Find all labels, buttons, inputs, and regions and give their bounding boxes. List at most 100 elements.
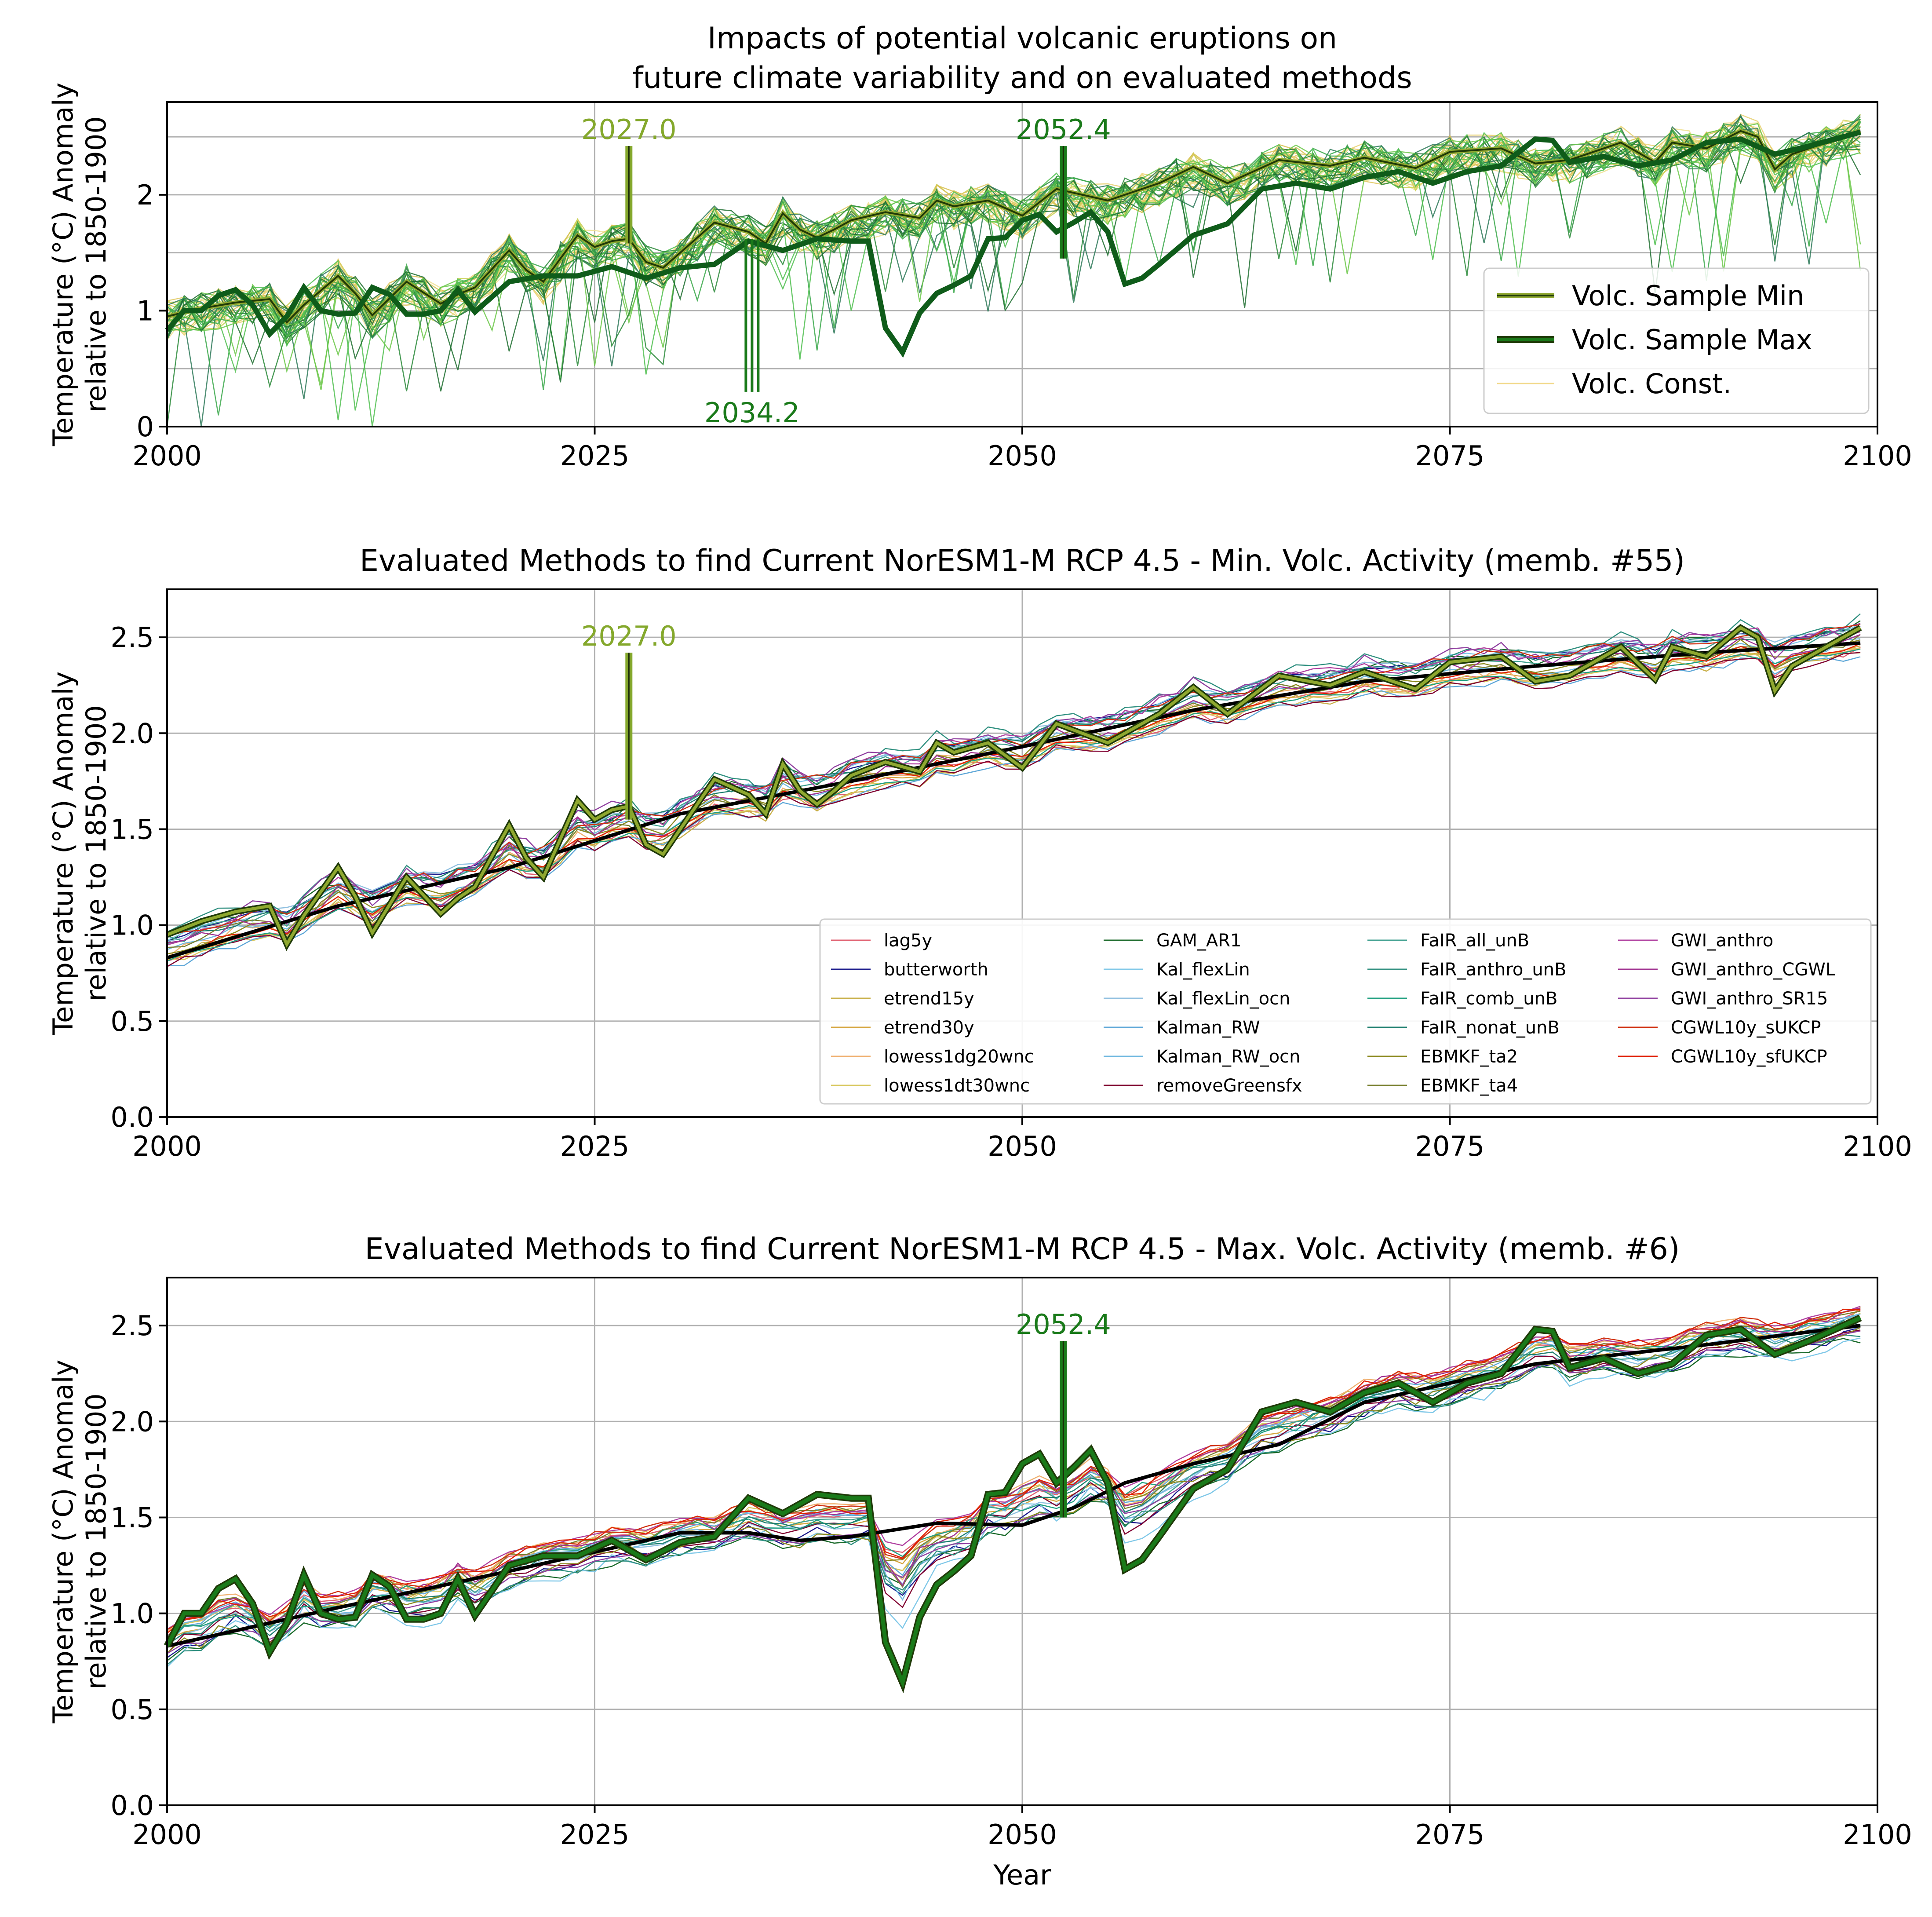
legend-label-Kal_flexLin: Kal_flexLin bbox=[1156, 960, 1250, 980]
x-tick-label-2100: 2100 bbox=[1843, 1130, 1912, 1162]
legend-label-GWI_anthro: GWI_anthro bbox=[1671, 931, 1773, 951]
consensus-black-line bbox=[166, 641, 1861, 960]
volc-sample-max-line bbox=[165, 129, 1861, 358]
x-tick-label-2050: 2050 bbox=[988, 440, 1057, 472]
x-tick-label-2025: 2025 bbox=[560, 1818, 630, 1851]
legend-label-lowess1dg20wnc: lowess1dg20wnc bbox=[884, 1047, 1034, 1067]
panel-1-legend: Volc. Sample Min Volc. Sample Max Volc. Co… bbox=[1483, 267, 1870, 414]
x-tick-label-2075: 2075 bbox=[1415, 1130, 1485, 1162]
eruption-label-2027.0: 2027.0 bbox=[581, 113, 677, 146]
y-tick-label-0: 0.0 bbox=[110, 1101, 154, 1133]
ensemble-member-37 bbox=[167, 126, 1861, 348]
panel-2-title: Evaluated Methods to find Current NorESM… bbox=[360, 544, 1685, 578]
legend-label-1: Volc. Sample Min bbox=[1572, 280, 1804, 312]
method-line-21 bbox=[167, 623, 1861, 937]
panel-1-ticks: 2000 2025 2050 2075 2100 0 1 2 bbox=[132, 179, 1912, 472]
legend-label-CGWL10y_sfUKCP: CGWL10y_sfUKCP bbox=[1671, 1047, 1827, 1067]
legend-label-2: Volc. Sample Max bbox=[1572, 324, 1812, 356]
x-tick-label-2050: 2050 bbox=[988, 1818, 1057, 1851]
legend-label-lag5y: lag5y bbox=[884, 931, 932, 951]
y-tick-label-0.5: 0.5 bbox=[110, 1694, 154, 1726]
eruption-label-2052.4: 2052.4 bbox=[1016, 1308, 1111, 1340]
legend-label-CGWL10y_sUKCP: CGWL10y_sUKCP bbox=[1671, 1018, 1821, 1038]
y-tick-label-0: 0.0 bbox=[110, 1789, 154, 1822]
y-tick-label-1: 1.0 bbox=[110, 1598, 154, 1630]
y-tick-label-2: 2.0 bbox=[110, 1406, 154, 1438]
legend-label-3: Volc. Const. bbox=[1572, 368, 1732, 400]
y-tick-label-2: 2.0 bbox=[110, 717, 154, 749]
panel-3-ticks: 2000 2025 2050 2075 2100 0.0 0.5 1.0 1.5 2.0 2.5 bbox=[110, 1310, 1912, 1851]
panel-1-eruption-markers: 2027.0 2052.4 2034.2 bbox=[581, 113, 1111, 429]
y-tick-label-1: 1 bbox=[137, 295, 154, 327]
legend-label-FaIR_nonat_unB: FaIR_nonat_unB bbox=[1420, 1018, 1560, 1038]
method-line-5 bbox=[167, 1306, 1861, 1633]
legend-label-etrend15y: etrend15y bbox=[884, 989, 974, 1009]
legend-box bbox=[1483, 267, 1870, 414]
panel-2-methods-legend: lag5y butterworth etrend15y etrend30y lowess… bbox=[819, 918, 1872, 1105]
y-tick-label-2.5: 2.5 bbox=[110, 621, 154, 654]
panel-3-series bbox=[164, 1315, 1862, 1694]
legend-label-GWI_anthro_SR15: GWI_anthro_SR15 bbox=[1671, 989, 1828, 1009]
x-tick-label-2100: 2100 bbox=[1843, 1818, 1912, 1851]
legend-label-removeGreensfx: removeGreensfx bbox=[1156, 1076, 1302, 1096]
panel-2-ticks: 2000 2025 2050 2075 2100 0.0 0.5 1.0 1.5 2.0 2.5 bbox=[110, 621, 1912, 1162]
legend-label-EBMKF_ta2: EBMKF_ta2 bbox=[1420, 1047, 1518, 1067]
x-tick-label-2025: 2025 bbox=[560, 440, 630, 472]
panel-1-ylabel-line-2: relative to 1850-1900 bbox=[80, 116, 112, 412]
y-tick-label-0: 0 bbox=[137, 411, 154, 443]
methods-legend-box bbox=[819, 918, 1872, 1105]
legend-label-lowess1dt30wnc: lowess1dt30wnc bbox=[884, 1076, 1030, 1096]
method-line-9 bbox=[167, 623, 1861, 942]
panel-max-volc-activity: 2052.4 2000 2025 2050 2075 21000.00.51.01.52… bbox=[47, 1232, 1912, 1891]
panel-3-ylabel-line-1: Temperature (°C) Anomaly bbox=[47, 1360, 79, 1724]
panel-2-series bbox=[166, 624, 1862, 960]
panel-2-eruption-markers: 2027.0 bbox=[581, 620, 677, 820]
y-tick-label-0.5: 0.5 bbox=[110, 1005, 154, 1037]
legend-label-GWI_anthro_CGWL: GWI_anthro_CGWL bbox=[1671, 960, 1836, 980]
panel-1-series bbox=[165, 128, 1861, 358]
legend-label-EBMKF_ta4: EBMKF_ta4 bbox=[1420, 1076, 1518, 1096]
eruption-label-2052.4: 2052.4 bbox=[1016, 113, 1111, 146]
legend-label-FaIR_comb_unB: FaIR_comb_unB bbox=[1420, 989, 1557, 1009]
legend-label-Kalman_RW_ocn: Kalman_RW_ocn bbox=[1156, 1047, 1301, 1067]
ensemble-member-24 bbox=[167, 123, 1861, 357]
method-line-19 bbox=[167, 1306, 1861, 1630]
legend-label-GAM_AR1: GAM_AR1 bbox=[1156, 931, 1241, 951]
x-tick-label-2000: 2000 bbox=[132, 1130, 202, 1162]
legend-label-FaIR_anthro_unB: FaIR_anthro_unB bbox=[1420, 960, 1567, 980]
y-tick-label-1: 1.0 bbox=[110, 909, 154, 942]
y-tick-label-2.5: 2.5 bbox=[110, 1310, 154, 1342]
legend-label-butterworth: butterworth bbox=[884, 960, 988, 980]
legend-label-FaIR_all_unB: FaIR_all_unB bbox=[1420, 931, 1529, 951]
panel-min-volc-activity: 2027.0 2000 2025 2050 2075 21000.00.51.01.52… bbox=[47, 544, 1912, 1162]
method-line-20 bbox=[167, 1307, 1861, 1640]
y-tick-label-1.5: 1.5 bbox=[110, 813, 154, 845]
consensus-black-line bbox=[167, 1324, 1861, 1648]
x-tick-label-2075: 2075 bbox=[1415, 440, 1485, 472]
panel-2-ylabel-line-1: Temperature (°C) Anomaly bbox=[47, 672, 79, 1036]
legend-label-Kalman_RW: Kalman_RW bbox=[1156, 1018, 1260, 1038]
method-line-23 bbox=[167, 1308, 1861, 1634]
panel-2-ylabel-line-2: relative to 1850-1900 bbox=[80, 705, 112, 1001]
panel-1-title-line-2: future climate variability and on evalua… bbox=[632, 61, 1412, 95]
method-line-17 bbox=[167, 639, 1861, 955]
eruption-label-2027.0: 2027.0 bbox=[581, 620, 677, 652]
x-tick-label-2100: 2100 bbox=[1843, 440, 1912, 472]
method-line-16 bbox=[167, 628, 1861, 944]
y-tick-label-2: 2 bbox=[137, 179, 154, 211]
x-tick-label-2000: 2000 bbox=[132, 440, 202, 472]
ensemble-member-38 bbox=[167, 114, 1861, 333]
x-tick-label-2025: 2025 bbox=[560, 1130, 630, 1162]
panel-1-ylabel-line-1: Temperature (°C) Anomaly bbox=[47, 83, 79, 447]
panel-3-title: Evaluated Methods to find Current NorESM… bbox=[365, 1232, 1680, 1267]
max-member-line bbox=[165, 1316, 1861, 1689]
legend-label-Kal_flexLin_ocn: Kal_flexLin_ocn bbox=[1156, 989, 1290, 1009]
panel-3-eruption-markers: 2052.4 bbox=[1016, 1308, 1111, 1518]
min-member-line bbox=[166, 626, 1861, 948]
panel-volcanic-impacts: 2027.0 2052.4 2034.2 2000 2025 2050 2075 2100 0… bbox=[47, 21, 1912, 472]
eruption-label-2034.2: 2034.2 bbox=[704, 397, 800, 429]
y-tick-label-1.5: 1.5 bbox=[110, 1501, 154, 1534]
method-line-22 bbox=[167, 624, 1861, 937]
panel-3-ylabel-line-2: relative to 1850-1900 bbox=[80, 1393, 112, 1689]
